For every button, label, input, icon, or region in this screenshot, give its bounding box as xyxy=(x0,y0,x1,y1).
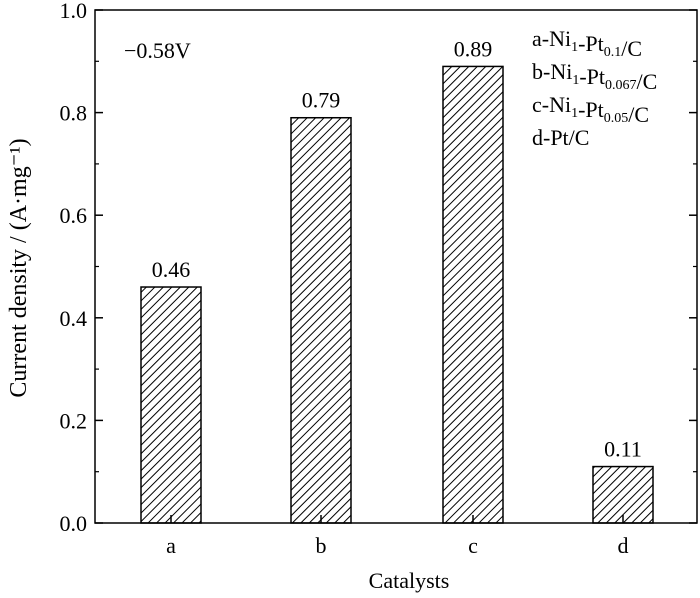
plot-frame xyxy=(94,9,698,524)
x-tick-label-b: b xyxy=(316,533,327,558)
y-tick-label-0.6: 0.6 xyxy=(60,203,88,228)
legend-entry-1: b-Ni1-Pt0.067/C xyxy=(532,59,657,94)
ticks-group: a b c d 0.0 0.2 0.4 0.6 0.8 1.0 xyxy=(60,0,697,558)
legend-entry-0: a-Ni1-Pt0.1/C xyxy=(532,26,642,61)
x-tick-label-a: a xyxy=(166,533,176,558)
y-tick-label-0.0: 0.0 xyxy=(60,511,88,536)
x-tick-label-c: c xyxy=(468,533,478,558)
voltage-annotation: −0.58V xyxy=(124,38,191,63)
value-label-a: 0.46 xyxy=(152,257,191,282)
bar-a xyxy=(140,286,202,524)
legend: a-Ni1-Pt0.1/Cb-Ni1-Pt0.067/Cc-Ni1-Pt0.05… xyxy=(532,26,657,150)
y-tick-label-0.8: 0.8 xyxy=(60,101,88,126)
value-label-c: 0.89 xyxy=(454,36,493,61)
y-axis-label: Current density / (A·mg⁻¹) xyxy=(6,138,32,397)
bar-d xyxy=(592,465,654,524)
legend-entry-3: d-Pt/C xyxy=(532,125,589,150)
legend-entry-2: c-Ni1-Pt0.05/C xyxy=(532,92,649,127)
x-tick-label-d: d xyxy=(618,533,629,558)
bar-b xyxy=(290,116,352,524)
bars-group: 0.46 0.79 0.89 0.11 xyxy=(140,36,654,524)
bar-c xyxy=(442,65,504,524)
y-tick-label-0.2: 0.2 xyxy=(60,408,88,433)
x-axis-label: Catalysts xyxy=(369,568,450,593)
y-tick-label-1.0: 1.0 xyxy=(60,0,88,23)
value-label-b: 0.79 xyxy=(302,88,341,113)
value-label-d: 0.11 xyxy=(604,437,642,462)
y-tick-label-0.4: 0.4 xyxy=(60,306,88,331)
